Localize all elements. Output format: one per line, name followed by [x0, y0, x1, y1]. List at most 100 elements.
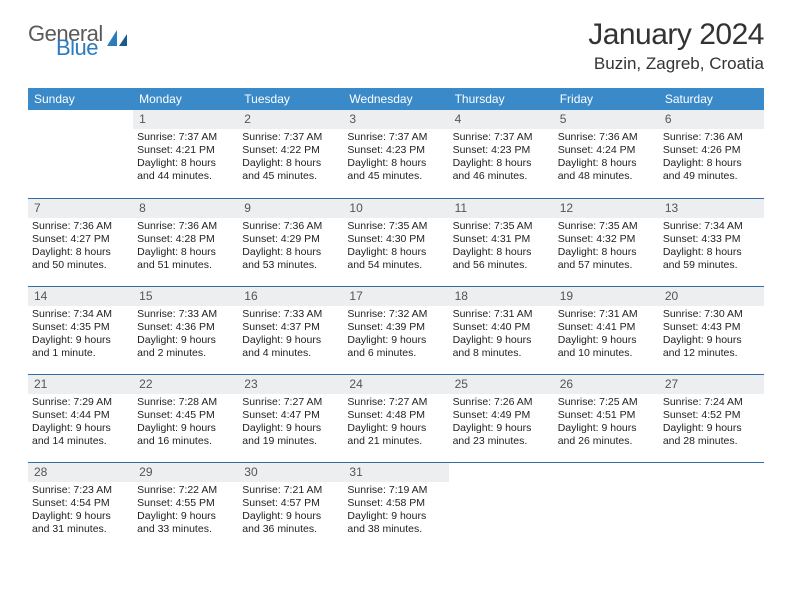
sunrise-line: Sunrise: 7:36 AM	[663, 131, 760, 144]
sunrise-line: Sunrise: 7:36 AM	[558, 131, 655, 144]
day-number: 24	[343, 375, 448, 394]
day-number: 27	[659, 375, 764, 394]
daylight-line: and 59 minutes.	[663, 259, 760, 272]
sunset-line: Sunset: 4:57 PM	[242, 497, 339, 510]
weekday-header: Thursday	[449, 88, 554, 110]
sunrise-line: Sunrise: 7:31 AM	[558, 308, 655, 321]
day-number: 12	[554, 199, 659, 218]
day-details: Sunrise: 7:33 AMSunset: 4:37 PMDaylight:…	[238, 306, 343, 365]
sunset-line: Sunset: 4:43 PM	[663, 321, 760, 334]
day-details	[554, 482, 659, 488]
sunrise-line: Sunrise: 7:37 AM	[453, 131, 550, 144]
day-details: Sunrise: 7:21 AMSunset: 4:57 PMDaylight:…	[238, 482, 343, 541]
weekday-header: Wednesday	[343, 88, 448, 110]
daylight-line: Daylight: 9 hours	[347, 422, 444, 435]
daylight-line: and 49 minutes.	[663, 170, 760, 183]
weekday-header: Monday	[133, 88, 238, 110]
sunset-line: Sunset: 4:28 PM	[137, 233, 234, 246]
day-details: Sunrise: 7:37 AMSunset: 4:21 PMDaylight:…	[133, 129, 238, 188]
day-number: 18	[449, 287, 554, 306]
day-details: Sunrise: 7:36 AMSunset: 4:29 PMDaylight:…	[238, 218, 343, 277]
daylight-line: Daylight: 9 hours	[558, 422, 655, 435]
calendar-day-cell: 24Sunrise: 7:27 AMSunset: 4:48 PMDayligh…	[343, 374, 448, 462]
day-details: Sunrise: 7:29 AMSunset: 4:44 PMDaylight:…	[28, 394, 133, 453]
day-number: 25	[449, 375, 554, 394]
calendar-day-cell: 18Sunrise: 7:31 AMSunset: 4:40 PMDayligh…	[449, 286, 554, 374]
calendar-day-cell: 17Sunrise: 7:32 AMSunset: 4:39 PMDayligh…	[343, 286, 448, 374]
calendar-page: General Blue January 2024 Buzin, Zagreb,…	[0, 0, 792, 550]
daylight-line: and 28 minutes.	[663, 435, 760, 448]
calendar-day-cell	[659, 462, 764, 550]
sunset-line: Sunset: 4:23 PM	[453, 144, 550, 157]
daylight-line: and 14 minutes.	[32, 435, 129, 448]
sunrise-line: Sunrise: 7:26 AM	[453, 396, 550, 409]
calendar-day-cell: 15Sunrise: 7:33 AMSunset: 4:36 PMDayligh…	[133, 286, 238, 374]
daylight-line: Daylight: 8 hours	[32, 246, 129, 259]
day-number: 28	[28, 463, 133, 482]
daylight-line: and 19 minutes.	[242, 435, 339, 448]
calendar-day-cell: 20Sunrise: 7:30 AMSunset: 4:43 PMDayligh…	[659, 286, 764, 374]
daylight-line: and 45 minutes.	[242, 170, 339, 183]
day-number	[28, 110, 133, 129]
calendar-body: 1Sunrise: 7:37 AMSunset: 4:21 PMDaylight…	[28, 110, 764, 550]
daylight-line: and 53 minutes.	[242, 259, 339, 272]
sunset-line: Sunset: 4:37 PM	[242, 321, 339, 334]
daylight-line: Daylight: 9 hours	[663, 334, 760, 347]
daylight-line: and 38 minutes.	[347, 523, 444, 536]
sunrise-line: Sunrise: 7:24 AM	[663, 396, 760, 409]
sunrise-line: Sunrise: 7:21 AM	[242, 484, 339, 497]
daylight-line: Daylight: 9 hours	[347, 334, 444, 347]
sunset-line: Sunset: 4:51 PM	[558, 409, 655, 422]
day-number: 9	[238, 199, 343, 218]
day-number: 2	[238, 110, 343, 129]
sunset-line: Sunset: 4:44 PM	[32, 409, 129, 422]
day-number: 3	[343, 110, 448, 129]
weekday-header: Saturday	[659, 88, 764, 110]
calendar-day-cell	[554, 462, 659, 550]
daylight-line: and 8 minutes.	[453, 347, 550, 360]
sunrise-line: Sunrise: 7:36 AM	[32, 220, 129, 233]
day-details: Sunrise: 7:34 AMSunset: 4:33 PMDaylight:…	[659, 218, 764, 277]
logo-text: General Blue	[28, 24, 103, 58]
calendar-day-cell: 9Sunrise: 7:36 AMSunset: 4:29 PMDaylight…	[238, 198, 343, 286]
day-number: 1	[133, 110, 238, 129]
sunset-line: Sunset: 4:21 PM	[137, 144, 234, 157]
day-number: 6	[659, 110, 764, 129]
daylight-line: Daylight: 8 hours	[558, 246, 655, 259]
day-number: 7	[28, 199, 133, 218]
calendar-day-cell: 30Sunrise: 7:21 AMSunset: 4:57 PMDayligh…	[238, 462, 343, 550]
day-number: 14	[28, 287, 133, 306]
day-number	[659, 463, 764, 482]
day-number: 29	[133, 463, 238, 482]
day-details: Sunrise: 7:35 AMSunset: 4:30 PMDaylight:…	[343, 218, 448, 277]
day-number: 11	[449, 199, 554, 218]
daylight-line: Daylight: 9 hours	[137, 510, 234, 523]
sunset-line: Sunset: 4:58 PM	[347, 497, 444, 510]
sail-icon	[107, 30, 129, 48]
daylight-line: and 26 minutes.	[558, 435, 655, 448]
sunset-line: Sunset: 4:26 PM	[663, 144, 760, 157]
daylight-line: Daylight: 9 hours	[663, 422, 760, 435]
daylight-line: and 46 minutes.	[453, 170, 550, 183]
calendar-day-cell: 26Sunrise: 7:25 AMSunset: 4:51 PMDayligh…	[554, 374, 659, 462]
day-number: 16	[238, 287, 343, 306]
daylight-line: Daylight: 8 hours	[663, 157, 760, 170]
day-details: Sunrise: 7:37 AMSunset: 4:22 PMDaylight:…	[238, 129, 343, 188]
sunrise-line: Sunrise: 7:19 AM	[347, 484, 444, 497]
calendar-day-cell: 12Sunrise: 7:35 AMSunset: 4:32 PMDayligh…	[554, 198, 659, 286]
sunrise-line: Sunrise: 7:35 AM	[558, 220, 655, 233]
daylight-line: Daylight: 8 hours	[663, 246, 760, 259]
daylight-line: and 10 minutes.	[558, 347, 655, 360]
sunset-line: Sunset: 4:35 PM	[32, 321, 129, 334]
daylight-line: Daylight: 9 hours	[242, 422, 339, 435]
calendar-day-cell: 10Sunrise: 7:35 AMSunset: 4:30 PMDayligh…	[343, 198, 448, 286]
sunset-line: Sunset: 4:54 PM	[32, 497, 129, 510]
day-details: Sunrise: 7:19 AMSunset: 4:58 PMDaylight:…	[343, 482, 448, 541]
sunset-line: Sunset: 4:55 PM	[137, 497, 234, 510]
daylight-line: Daylight: 9 hours	[242, 334, 339, 347]
daylight-line: Daylight: 8 hours	[137, 157, 234, 170]
page-subtitle: Buzin, Zagreb, Croatia	[588, 54, 764, 74]
sunrise-line: Sunrise: 7:34 AM	[32, 308, 129, 321]
sunset-line: Sunset: 4:22 PM	[242, 144, 339, 157]
day-number: 4	[449, 110, 554, 129]
